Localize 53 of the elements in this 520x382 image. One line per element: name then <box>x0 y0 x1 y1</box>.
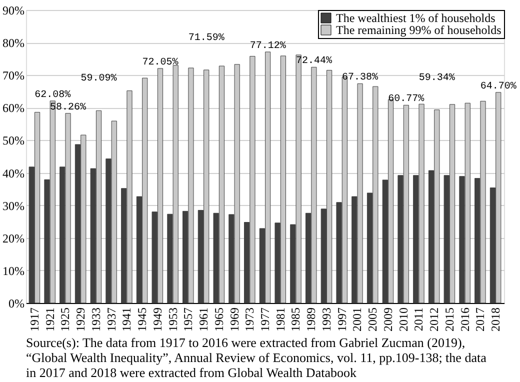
y-tick-label: 20% <box>2 231 24 246</box>
x-tick-label: 1965 <box>212 308 226 332</box>
x-tick-label: 1957 <box>181 308 196 332</box>
x-tick-label: 1985 <box>288 308 303 332</box>
x-tick-label: 1929 <box>74 308 88 332</box>
x-tick-label: 1953 <box>166 308 180 332</box>
legend-label: The wealthiest 1% of households <box>336 11 496 25</box>
x-tick-label: 2018 <box>488 308 503 332</box>
x-tick-label: 1917 <box>27 308 42 332</box>
x-tick-label: 1925 <box>58 308 72 332</box>
x-tick-label: 2016 <box>458 308 472 332</box>
source-note: Source(s): The data from 1917 to 2016 were extracted from Gabriel Zucman (2019), “Global Wealth Inequality”, Annual Review of Economics, vol. 11, pp.109-138; the data in 2017 and 2018 were extracted from Global Wealth Databook <box>26 335 487 380</box>
legend-label: The remaining 99% of households <box>336 23 502 37</box>
data-label: 72.05% <box>142 57 178 68</box>
x-tick-label: 2010 <box>396 308 410 332</box>
y-tick-label: 40% <box>2 166 24 180</box>
x-tick-label: 2001 <box>350 308 364 332</box>
x-tick-label: 1977 <box>258 308 272 332</box>
y-tick-label: 30% <box>2 198 24 213</box>
data-label: 67.38% <box>342 72 378 84</box>
y-tick-label: 70% <box>2 68 24 83</box>
data-label: 60.77% <box>388 94 424 106</box>
x-tick-label: 2011 <box>412 308 426 332</box>
x-tick-label: 2009 <box>380 308 395 332</box>
y-tick-label: 60% <box>2 101 24 116</box>
x-tick-label: 1961 <box>196 308 211 332</box>
x-tick-label: 1941 <box>120 308 134 332</box>
data-label: 77.12% <box>250 40 286 52</box>
x-tick-label: 1949 <box>150 308 164 332</box>
y-tick-label: 80% <box>2 36 24 50</box>
x-tick-label: 1981 <box>273 308 288 332</box>
x-tick-label: 2005 <box>366 308 380 332</box>
x-tick-label: 1937 <box>104 308 118 332</box>
y-tick-label: 90% <box>2 4 24 18</box>
x-tick-label: 1921 <box>42 308 57 332</box>
x-tick-label: 2012 <box>427 308 442 332</box>
y-tick-label: 50% <box>2 134 24 148</box>
x-tick-label: 1933 <box>88 308 103 332</box>
x-tick-label: 1969 <box>227 308 242 332</box>
x-tick-label: 2015 <box>442 308 456 332</box>
x-tick-label: 1973 <box>242 308 257 332</box>
x-tick-label: 1945 <box>135 308 150 332</box>
data-label: 64.70% <box>480 81 516 92</box>
x-tick-label: 2017 <box>473 308 488 332</box>
x-tick-label: 1993 <box>319 308 334 332</box>
x-tick-label: 1997 <box>334 308 349 332</box>
data-label: 71.59% <box>188 32 224 44</box>
y-tick-label: 0% <box>8 296 24 310</box>
x-tick-label: 1989 <box>304 308 318 332</box>
y-tick-label: 10% <box>2 264 24 278</box>
data-label: 59.09% <box>80 74 117 85</box>
data-label: 62.08% <box>34 90 71 101</box>
data-label: 59.34% <box>418 72 455 84</box>
